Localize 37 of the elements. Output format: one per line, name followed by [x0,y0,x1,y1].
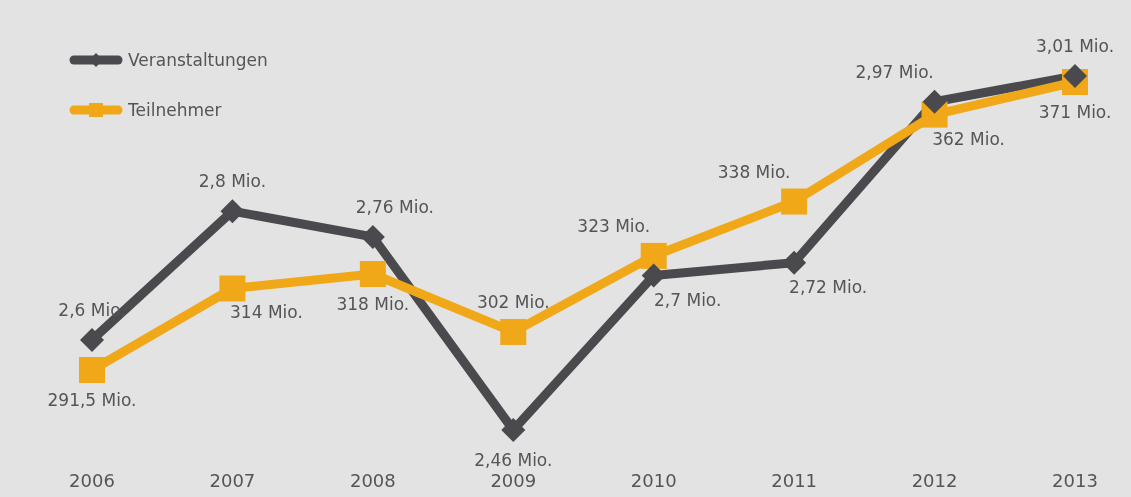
x-tick-label: 2009 [490,470,537,491]
point [80,327,104,352]
data-label: 371 Mio. [1038,102,1112,122]
legend-label: Veranstaltungen [128,49,268,70]
point [79,357,105,383]
data-label: 302 Mio. [476,291,550,312]
data-label: 3,01 Mio. [1035,36,1115,56]
data-label: 318 Mio. [336,294,410,314]
data-label: 2,76 Mio. [355,196,434,217]
x-tick-label: 2010 [630,470,677,491]
x-tick-label: 2011 [771,470,818,491]
data-label: 323 Mio. [577,215,651,236]
x-tick-label: 2007 [209,470,256,491]
point [220,199,245,224]
data-label: 2,72 Mio. [789,276,868,297]
point [922,89,947,114]
x-tick-label: 2012 [911,470,958,491]
data-label: 2,7 Mio. [654,289,722,310]
point [501,418,526,442]
data-label: 362 Mio. [932,128,1005,149]
data-label: 338 Mio. [717,161,791,182]
point [360,224,385,249]
data-label: 314 Mio. [230,302,303,323]
data-label: 2,46 Mio. [474,450,553,470]
data-label: 291,5 Mio. [47,390,137,410]
point [781,188,808,215]
x-tick-label: 2013 [1052,470,1098,491]
data-label: 2,97 Mio. [855,61,934,82]
point [500,318,527,345]
x-tick-label: 2006 [69,470,115,491]
legend-label: Teilnehmer [127,99,222,120]
point [359,261,386,287]
point [1063,64,1087,88]
point [219,275,246,302]
x-tick-label: 2008 [349,470,396,491]
data-label: 2,8 Mio. [198,171,267,192]
point [640,242,667,269]
